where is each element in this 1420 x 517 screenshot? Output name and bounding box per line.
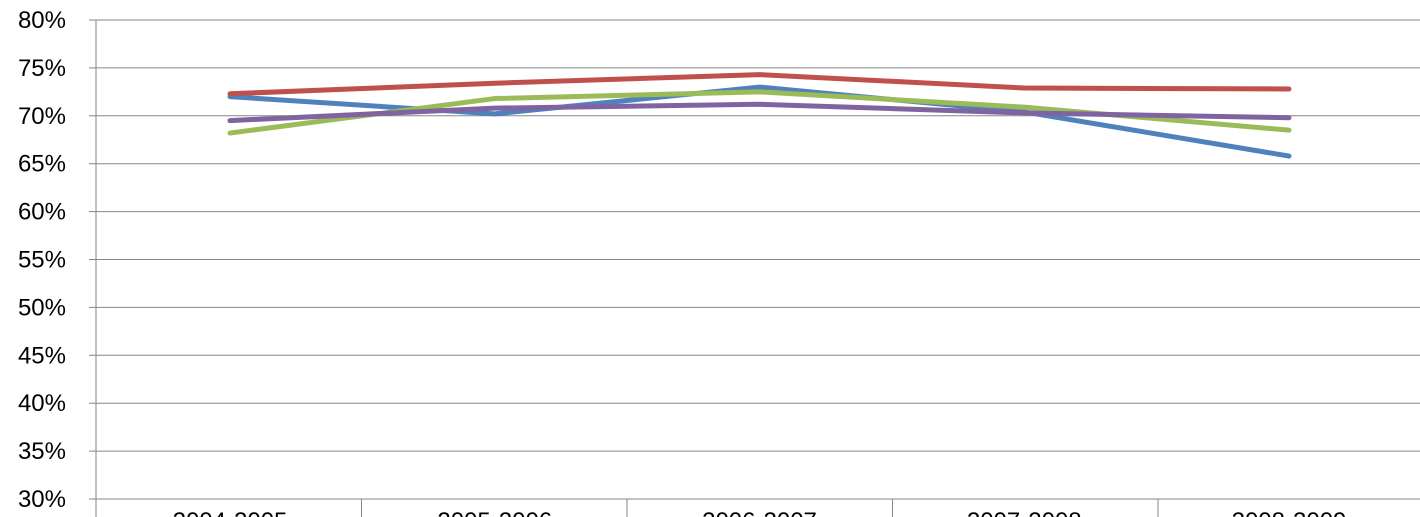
axes xyxy=(89,19,1159,517)
x-tick-label: 2004-2005 xyxy=(173,508,288,517)
series-lines xyxy=(227,72,1292,159)
y-axis-tick-labels: 30% 35% 40% 45% 50% 55% 60% 65% 70% 75% 80% xyxy=(18,7,66,513)
y-tick-label: 60% xyxy=(18,199,66,226)
x-tick-label: 2007-2008 xyxy=(967,508,1082,517)
y-tick-label: 75% xyxy=(18,55,66,82)
y-tick-label: 45% xyxy=(18,342,66,369)
gridlines xyxy=(96,19,1420,500)
y-tick-label: 55% xyxy=(18,247,66,274)
y-tick-label: 40% xyxy=(18,390,66,417)
x-tick-label: 2006-2007 xyxy=(702,508,817,517)
series-line-1 xyxy=(227,84,1292,159)
y-tick-label: 35% xyxy=(18,438,66,465)
x-tick-label: 2005-2006 xyxy=(437,508,552,517)
series-line-2 xyxy=(227,72,1292,97)
y-tick-label: 50% xyxy=(18,294,66,321)
y-tick-label: 70% xyxy=(18,103,66,130)
y-tick-label: 30% xyxy=(18,486,66,513)
series-line-4 xyxy=(227,101,1292,124)
y-tick-label: 65% xyxy=(18,151,66,178)
x-tick-label: 2008-2009 xyxy=(1232,508,1347,517)
x-axis-tick-labels: 2004-2005 2005-2006 2006-2007 2007-2008 2008… xyxy=(173,508,1347,517)
y-tick-label: 80% xyxy=(18,7,66,34)
